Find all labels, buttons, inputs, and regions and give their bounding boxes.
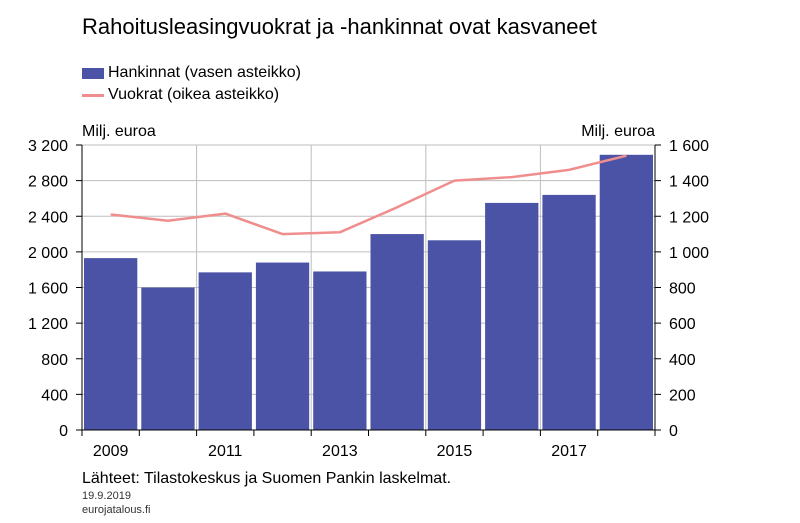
x-tick-label-2015: 2015 xyxy=(437,443,473,460)
right-tick-label: 800 xyxy=(669,281,696,298)
left-axis-label: Milj. euroa xyxy=(82,123,156,140)
right-tick-label: 1 000 xyxy=(669,245,709,262)
x-tick-label-2017: 2017 xyxy=(551,443,587,460)
left-tick-label: 2 000 xyxy=(28,245,68,262)
left-axis-ticks: 0 400 800 1 200 1 600 2 000 2 400 2 800 3 200 xyxy=(28,138,82,440)
legend-item-vuokrat: Vuokrat (oikea asteikko) xyxy=(82,84,301,106)
chart-title: Rahoitusleasingvuokrat ja -hankinnat ova… xyxy=(82,14,597,39)
right-tick-label: 1 600 xyxy=(669,138,709,155)
bar-2011 xyxy=(198,272,252,430)
right-tick-label: 600 xyxy=(669,316,696,333)
publish-date: 19.9.2019 xyxy=(82,490,131,502)
right-tick-label: 0 xyxy=(669,423,678,440)
chart-legend: Hankinnat (vasen asteikko) Vuokrat (oike… xyxy=(82,62,301,106)
source-note: Lähteet: Tilastokeskus ja Suomen Pankin … xyxy=(82,470,452,487)
bar-2013 xyxy=(313,271,367,430)
bar-2015 xyxy=(427,240,482,430)
legend-swatch-bar xyxy=(82,67,104,79)
bar-series xyxy=(84,154,653,430)
legend-item-hankinnat: Hankinnat (vasen asteikko) xyxy=(82,62,301,84)
left-tick-label: 400 xyxy=(41,387,68,404)
right-tick-label: 400 xyxy=(669,352,696,369)
legend-swatch-line xyxy=(82,93,104,97)
right-tick-label: 1 200 xyxy=(669,209,709,226)
bar-2010 xyxy=(141,287,195,430)
left-tick-label: 0 xyxy=(59,423,68,440)
vuokrat-line xyxy=(110,154,627,236)
right-axis-label: Milj. euroa xyxy=(581,123,655,140)
right-tick-label: 200 xyxy=(669,387,696,404)
legend-label-vuokrat: Vuokrat (oikea asteikko) xyxy=(108,86,280,103)
site-name: eurojatalous.fi xyxy=(82,504,151,516)
left-tick-label: 2 800 xyxy=(28,174,68,191)
left-tick-label: 1 200 xyxy=(28,316,68,333)
bar-2009 xyxy=(84,258,138,430)
right-tick-label: 1 400 xyxy=(669,174,709,191)
left-tick-label: 800 xyxy=(41,352,68,369)
line-series xyxy=(110,154,627,236)
bar-2016 xyxy=(485,202,539,430)
right-axis-ticks: 0 200 400 600 800 1 000 1 200 1 400 1 600 xyxy=(655,138,709,440)
x-tick-label-2009: 2009 xyxy=(93,443,129,460)
left-tick-label: 2 400 xyxy=(28,209,68,226)
bar-2017 xyxy=(542,194,596,430)
bar-2012 xyxy=(255,262,310,430)
x-axis-ticks: 2009 2011 2013 2015 2017 xyxy=(81,430,656,460)
left-tick-label: 3 200 xyxy=(28,138,68,155)
x-tick-label-2013: 2013 xyxy=(322,443,358,460)
left-tick-label: 1 600 xyxy=(28,281,68,298)
legend-label-hankinnat: Hankinnat (vasen asteikko) xyxy=(108,64,301,81)
bar-2014 xyxy=(370,234,424,430)
x-tick-label-2011: 2011 xyxy=(208,443,243,460)
bar-2018 xyxy=(599,154,653,430)
